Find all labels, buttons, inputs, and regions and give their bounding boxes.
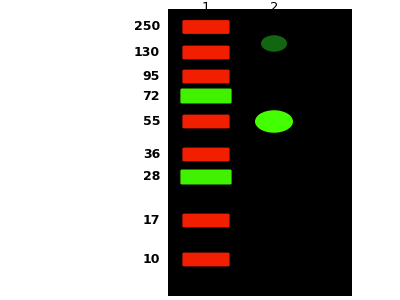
FancyBboxPatch shape	[182, 70, 230, 83]
Text: 130: 130	[134, 46, 160, 59]
Text: 1: 1	[202, 1, 210, 14]
Ellipse shape	[261, 35, 287, 52]
FancyBboxPatch shape	[180, 169, 232, 184]
Bar	[168, 9, 352, 296]
Text: 55: 55	[142, 115, 160, 128]
Text: 250: 250	[134, 20, 160, 34]
FancyBboxPatch shape	[182, 46, 230, 59]
FancyBboxPatch shape	[182, 214, 230, 227]
FancyBboxPatch shape	[182, 20, 230, 34]
Text: 95: 95	[143, 70, 160, 83]
FancyBboxPatch shape	[182, 253, 230, 266]
Ellipse shape	[255, 110, 293, 133]
Text: 28: 28	[143, 170, 160, 184]
FancyBboxPatch shape	[182, 115, 230, 128]
Text: 36: 36	[143, 148, 160, 161]
Text: 17: 17	[142, 214, 160, 227]
FancyBboxPatch shape	[182, 148, 230, 161]
Text: 72: 72	[142, 89, 160, 103]
Text: 2: 2	[270, 1, 278, 14]
FancyBboxPatch shape	[180, 88, 232, 104]
Text: 10: 10	[142, 253, 160, 266]
